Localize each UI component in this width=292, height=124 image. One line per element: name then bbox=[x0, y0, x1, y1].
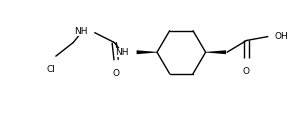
Text: NH: NH bbox=[74, 27, 88, 36]
Text: O: O bbox=[113, 69, 120, 78]
Polygon shape bbox=[137, 50, 157, 54]
Text: Cl: Cl bbox=[46, 65, 55, 74]
Text: O: O bbox=[242, 67, 249, 76]
Text: OH: OH bbox=[275, 32, 288, 41]
Text: NH: NH bbox=[115, 48, 129, 57]
Polygon shape bbox=[206, 50, 226, 54]
